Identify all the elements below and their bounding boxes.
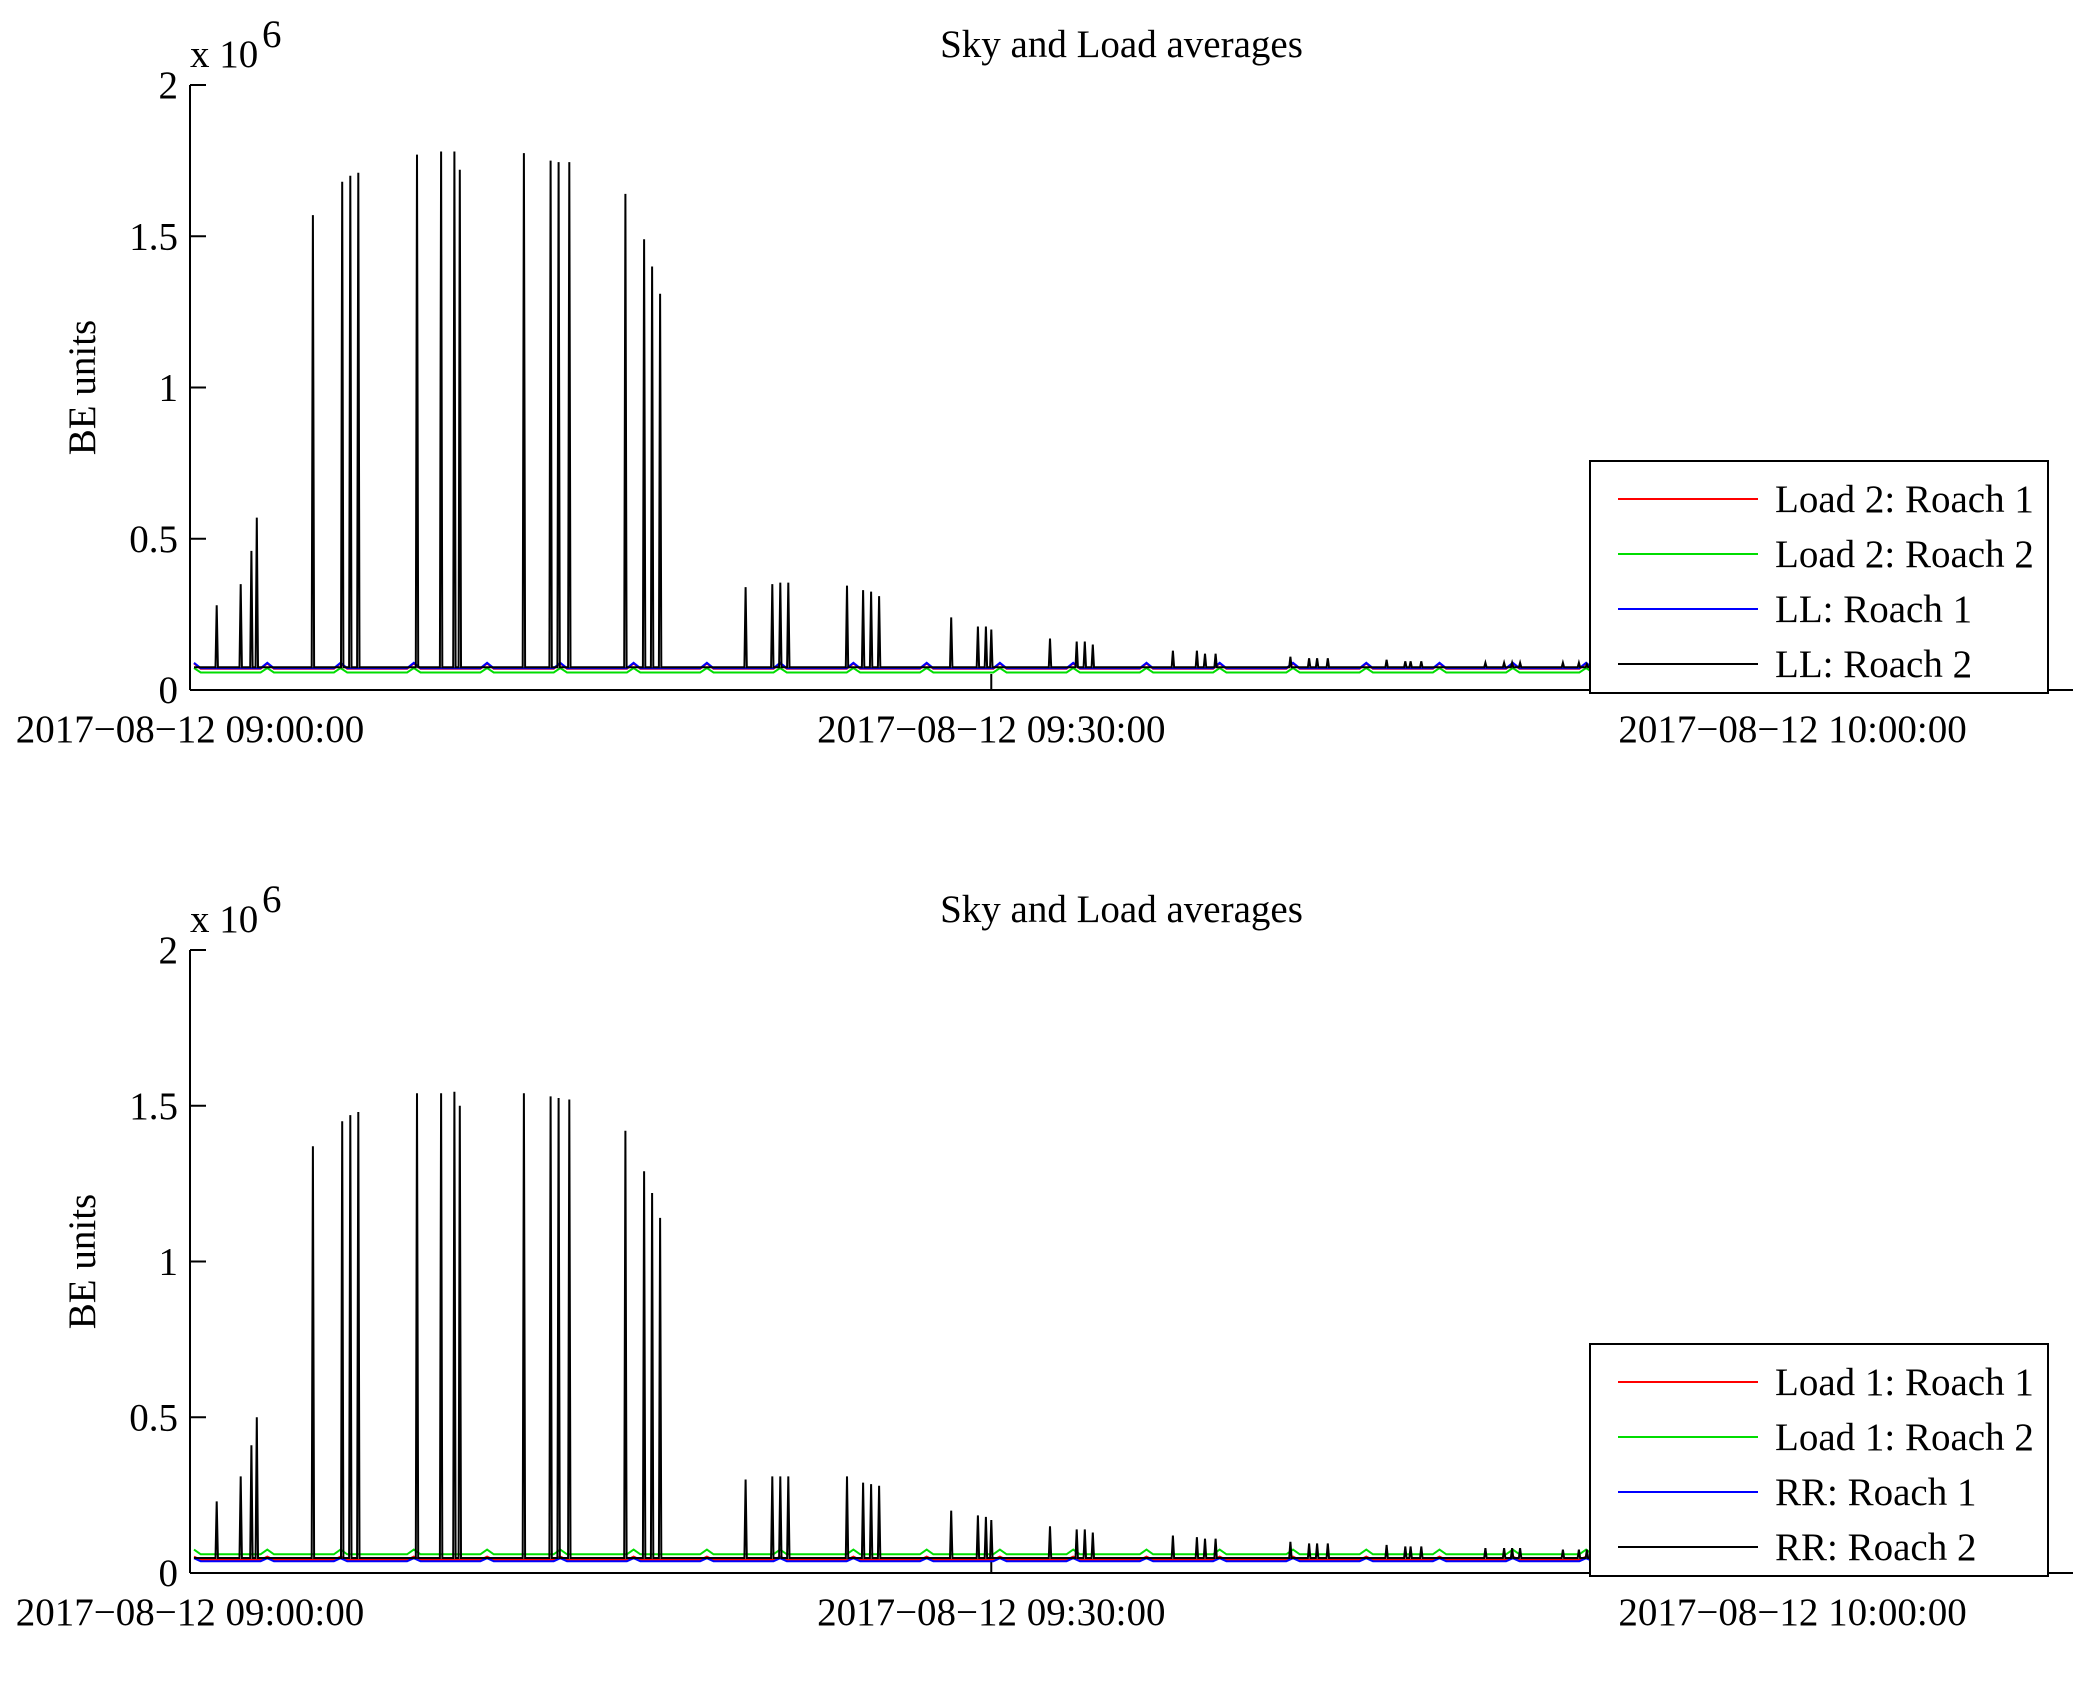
legend-label-1: Load 2: Roach 2 xyxy=(1775,533,2034,576)
y-tick-label: 0 xyxy=(159,1552,179,1595)
legend-label-3: LL: Roach 2 xyxy=(1775,643,1972,686)
y-multiplier-exponent: 6 xyxy=(262,13,282,56)
y-tick-label: 1.5 xyxy=(129,1085,178,1128)
legend: Load 2: Roach 1 Load 2: Roach 2 LL: Roach … xyxy=(1589,460,2049,694)
x-tick-label: 2017−08−12 09:30:00 xyxy=(817,1591,1165,1634)
top-chart-panel: Sky and Load averages x 10 6 BE units 0 0.5 1 1… xyxy=(16,13,2073,751)
x-tick-label: 2017−08−12 09:00:00 xyxy=(16,708,364,751)
chart-title: Sky and Load averages xyxy=(940,23,1303,66)
y-multiplier-label: x 10 xyxy=(190,33,258,76)
series-line-3 xyxy=(194,1091,1793,1559)
x-tick-label: 2017−08−12 09:30:00 xyxy=(817,708,1165,751)
x-tick-label: 2017−08−12 10:00:00 xyxy=(1618,708,1966,751)
series-line-2 xyxy=(193,1557,1793,1563)
legend-label-2: RR: Roach 1 xyxy=(1775,1471,1977,1514)
y-tick-label: 0.5 xyxy=(129,1396,178,1439)
legend: Load 1: Roach 1 Load 1: Roach 2 RR: Roach … xyxy=(1589,1343,2049,1577)
y-tick-label: 1 xyxy=(159,367,179,410)
y-multiplier-exponent: 6 xyxy=(262,878,282,921)
series-line-1 xyxy=(193,666,1793,674)
y-tick-label: 2 xyxy=(159,929,179,972)
plot-area xyxy=(193,151,1793,674)
y-tick-label: 1.5 xyxy=(129,215,178,258)
x-tick-label: 2017−08−12 10:00:00 xyxy=(1618,1591,1966,1634)
y-tick-label: 2 xyxy=(159,64,179,107)
series-line-0 xyxy=(193,1555,1793,1561)
chart-title: Sky and Load averages xyxy=(940,888,1303,931)
bottom-chart-panel: Sky and Load averages x 10 6 BE units 0 0.5 1 1… xyxy=(16,878,2073,1634)
legend-label-0: Load 2: Roach 1 xyxy=(1775,478,2034,521)
y-multiplier-label: x 10 xyxy=(190,898,258,941)
y-axis-label: BE units xyxy=(61,320,104,455)
legend-label-2: LL: Roach 1 xyxy=(1775,588,1972,631)
legend-label-1: Load 1: Roach 2 xyxy=(1775,1416,2034,1459)
plot-area xyxy=(193,1091,1793,1563)
y-axis-label: BE units xyxy=(61,1194,104,1329)
legend-label-0: Load 1: Roach 1 xyxy=(1775,1361,2034,1404)
x-tick-label: 2017−08−12 09:00:00 xyxy=(16,1591,364,1634)
y-tick-label: 0 xyxy=(159,669,179,712)
series-line-3 xyxy=(194,151,1793,669)
y-tick-label: 0.5 xyxy=(129,518,178,561)
y-tick-label: 1 xyxy=(159,1241,179,1284)
legend-label-3: RR: Roach 2 xyxy=(1775,1526,1977,1569)
